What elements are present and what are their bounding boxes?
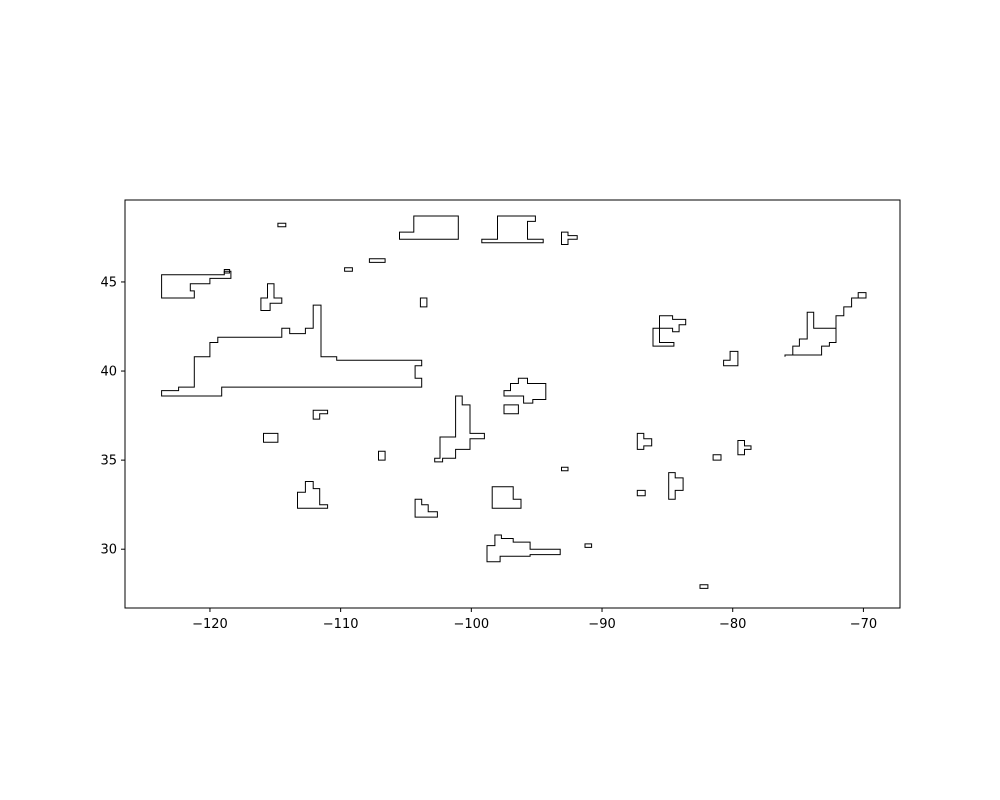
region-outline-26 <box>668 472 684 500</box>
region-outline-23 <box>584 543 593 548</box>
region-outline-9 <box>368 258 386 263</box>
region-outline-27 <box>652 315 687 347</box>
y-tick-label: 40 <box>100 365 117 380</box>
region-outline-4 <box>260 283 283 311</box>
region-outline-29 <box>699 584 709 589</box>
y-tick-label: 30 <box>100 543 117 558</box>
y-tick-label: 45 <box>100 275 117 290</box>
region-outline-20 <box>491 486 522 509</box>
x-tick-label: −70 <box>850 617 877 632</box>
x-tick-label: −80 <box>719 617 746 632</box>
x-tick-label: −90 <box>588 617 615 632</box>
region-outline-11 <box>419 297 428 308</box>
region-outline-10 <box>399 215 459 240</box>
y-tick-label: 35 <box>100 454 117 469</box>
region-outline-31 <box>737 440 752 456</box>
axes-frame <box>124 199 901 609</box>
region-outline-14 <box>297 481 329 509</box>
map-shapes <box>161 215 867 589</box>
x-tick-label: −100 <box>453 617 489 632</box>
region-outline-8 <box>344 267 353 272</box>
region-outline-17 <box>434 395 485 463</box>
region-outline-22 <box>561 466 569 472</box>
region-outline-19 <box>503 404 519 415</box>
region-outline-32 <box>784 292 867 357</box>
region-outline-25 <box>636 489 646 497</box>
x-axis: −120 −110 −100 −90 −80 −70 <box>192 608 877 632</box>
region-outline-15 <box>378 450 386 461</box>
region-outline-6 <box>312 409 329 420</box>
region-outline-28 <box>712 454 722 461</box>
x-tick-label: −120 <box>192 617 228 632</box>
region-outline-7 <box>263 432 279 443</box>
region-outline-21 <box>486 534 561 563</box>
region-outline-18 <box>503 377 547 404</box>
region-outline-13 <box>561 231 578 245</box>
region-outline-30 <box>723 350 739 367</box>
region-outline-16 <box>414 498 438 518</box>
region-outline-24 <box>636 432 653 450</box>
region-outline-3 <box>277 222 287 228</box>
region-outline-5 <box>161 304 423 397</box>
region-outline-1 <box>161 270 232 299</box>
region-outline-12 <box>481 215 544 244</box>
region-outline-2 <box>223 269 231 274</box>
x-tick-label: −110 <box>323 617 359 632</box>
y-axis: 30 35 40 45 <box>100 275 125 558</box>
